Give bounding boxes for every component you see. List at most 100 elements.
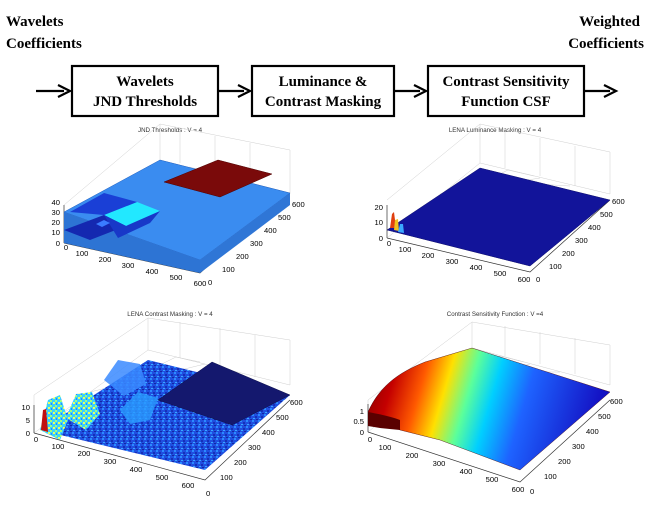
x-tick: 500	[156, 473, 169, 482]
csf-front-face	[368, 412, 400, 430]
y-tick: 100	[544, 472, 557, 481]
plot-contrast-masking: LENA Contrast Masking : V = 4 0 5 10 0 1…	[22, 311, 303, 498]
contrast-spike	[41, 409, 48, 432]
z-tick: 20	[375, 203, 383, 212]
x-tick: 600	[518, 275, 531, 284]
y-tick: 100	[549, 262, 562, 271]
contrast-flat-region	[157, 361, 291, 426]
x-tick: 600	[194, 279, 207, 288]
z-axis-ticks: 0 5 10	[22, 403, 30, 438]
x-tick: 200	[406, 451, 419, 460]
x-tick: 100	[52, 442, 65, 451]
x-tick: 400	[470, 263, 483, 272]
contrast-ridge-3	[104, 360, 146, 396]
y-tick: 200	[558, 457, 571, 466]
surface-contrast	[40, 360, 291, 470]
y-tick: 500	[278, 213, 291, 222]
input-label-line2: Coefficients	[6, 36, 82, 52]
arrow-2-3	[395, 84, 429, 98]
y-tick: 400	[264, 226, 277, 235]
x-tick: 400	[460, 467, 473, 476]
x-tick: 0	[387, 239, 391, 248]
stage-masking-box: Luminance & Contrast Masking	[250, 64, 396, 118]
z-axis-ticks: 0 0.5 1	[353, 407, 364, 437]
plot-csf: Contrast Sensitivity Function : V =4 0 0…	[353, 311, 622, 496]
y-tick: 300	[575, 236, 588, 245]
output-label-line2: Coefficients	[568, 36, 644, 52]
x-axis-ticks: 0 100 200 300 400 500 600	[64, 243, 206, 288]
y-tick: 600	[610, 397, 623, 406]
x-tick: 300	[446, 257, 459, 266]
y-tick: 0	[208, 278, 212, 287]
x-axis-ticks: 0 100 200 300 400 500 600	[387, 239, 530, 284]
y-tick: 100	[222, 265, 235, 274]
y-tick: 600	[612, 197, 625, 206]
x-tick: 100	[379, 443, 392, 452]
x-axis-ticks: 0 100 200 300 400 500 600	[34, 435, 194, 490]
y-tick: 0	[530, 487, 534, 496]
x-tick: 100	[76, 249, 89, 258]
z-tick: 1	[360, 407, 364, 416]
z-tick: 30	[52, 208, 60, 217]
y-tick: 300	[250, 239, 263, 248]
stage-jnd-line2: JND Thresholds	[93, 94, 197, 110]
z-tick: 0	[56, 239, 60, 248]
z-tick: 10	[22, 403, 30, 412]
z-tick: 20	[52, 218, 60, 227]
z-tick: 40	[52, 198, 60, 207]
z-axis-ticks: 0 10 20 30 40	[52, 198, 60, 248]
surface-luminance	[386, 167, 611, 267]
jnd-top-region	[163, 159, 273, 198]
x-tick: 100	[399, 245, 412, 254]
stage-jnd-box: Wavelets JND Thresholds	[70, 64, 220, 118]
surface-csf	[367, 347, 611, 471]
z-tick: 10	[52, 228, 60, 237]
x-tick: 300	[104, 457, 117, 466]
input-label-line1: Wavelets	[6, 14, 64, 30]
x-tick: 500	[494, 269, 507, 278]
z-axis-ticks: 0 10 20	[375, 203, 383, 243]
stage-csf-line2: Function CSF	[461, 94, 551, 110]
x-axis-ticks: 0 100 200 300 400 500 600	[368, 435, 524, 494]
stage-csf-box: Contrast Sensitivity Function CSF	[426, 64, 586, 118]
plot-title: LENA Luminance Masking : V = 4	[449, 127, 542, 134]
x-tick: 0	[64, 243, 68, 252]
plot-title: Contrast Sensitivity Function : V =4	[447, 311, 544, 318]
y-tick: 0	[206, 489, 210, 498]
y-tick: 500	[276, 413, 289, 422]
jnd-base-front	[200, 193, 290, 273]
contrast-ridge-2	[66, 392, 100, 430]
stage-csf-line1: Contrast Sensitivity	[442, 74, 570, 90]
arrow-in	[36, 84, 73, 98]
output-label-line1: Weighted	[579, 14, 640, 30]
y-tick: 100	[220, 473, 233, 482]
y-tick: 200	[236, 252, 249, 261]
csf-surface	[367, 347, 611, 471]
y-tick: 400	[588, 223, 601, 232]
plot-jnd-thresholds: JND Thresholds : V = 4 0 10 20 30 40 0	[52, 123, 305, 288]
x-tick: 300	[433, 459, 446, 468]
x-tick: 200	[99, 255, 112, 264]
stage-jnd-line1: Wavelets	[116, 74, 174, 90]
y-tick: 300	[248, 443, 261, 452]
flow-arrows	[36, 84, 619, 98]
x-tick: 500	[486, 475, 499, 484]
y-tick: 200	[234, 458, 247, 467]
y-tick: 600	[292, 200, 305, 209]
x-tick: 600	[512, 485, 525, 494]
jnd-mid-region	[104, 202, 160, 226]
y-tick: 200	[562, 249, 575, 258]
plot-title: LENA Contrast Masking : V = 4	[127, 311, 213, 318]
contrast-ridge-4	[120, 392, 158, 424]
arrow-1-2	[219, 84, 253, 98]
y-axis-ticks: 0 100 200 300 400 500 600	[536, 197, 625, 284]
z-tick: 0	[360, 428, 364, 437]
z-tick: 0.5	[353, 417, 364, 426]
x-tick: 400	[130, 465, 143, 474]
plot-luminance-masking: LENA Luminance Masking : V = 4 0 10 20 0…	[375, 123, 625, 284]
y-tick: 400	[586, 427, 599, 436]
stage-masking-line2: Contrast Masking	[265, 94, 382, 110]
jnd-low-region-3	[104, 211, 160, 238]
luminance-surface	[386, 167, 611, 267]
